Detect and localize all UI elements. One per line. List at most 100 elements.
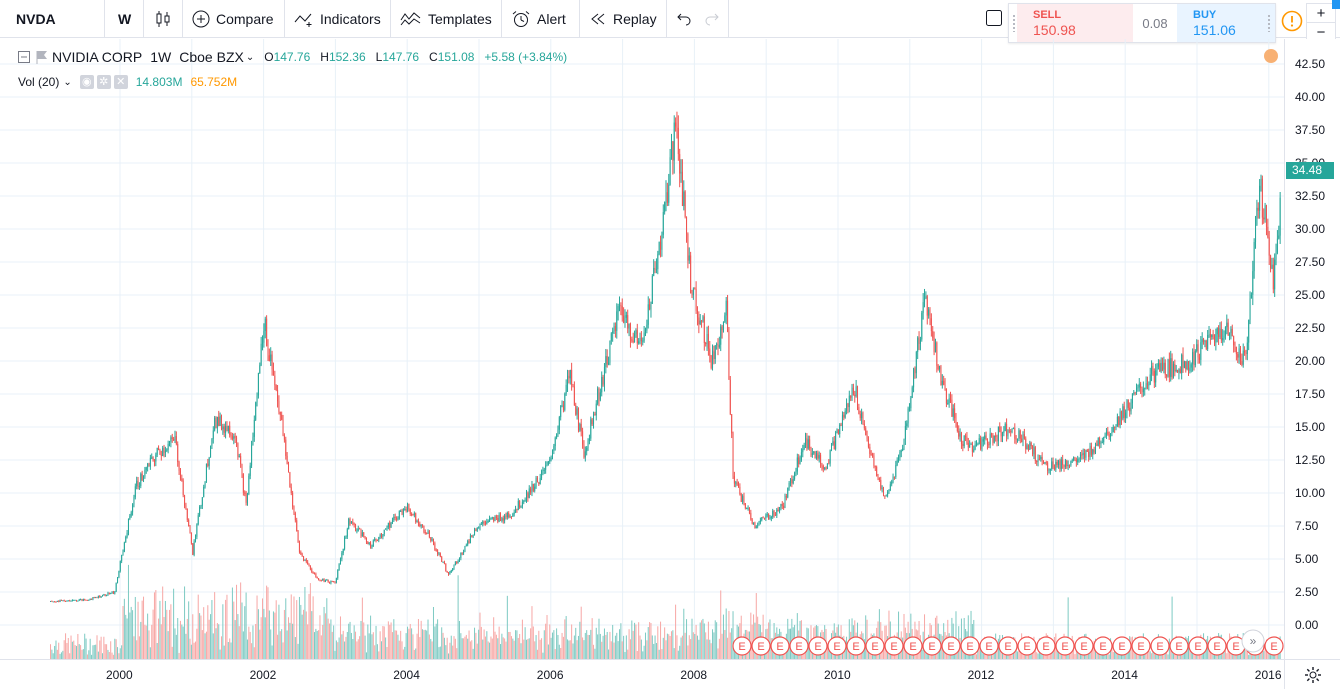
buy-button[interactable]: BUY 151.06 [1177,4,1275,42]
earnings-marker[interactable]: E [808,636,828,656]
volume-bar [55,640,57,659]
earnings-marker[interactable]: E [1226,636,1246,656]
dividend-marker[interactable] [1264,49,1278,63]
symbol-search[interactable]: NVDA [16,0,104,38]
earnings-marker[interactable]: E [1055,636,1075,656]
volume-bar [316,630,318,659]
chevron-down-icon[interactable]: ⌄ [63,76,72,88]
volume-bar [703,623,705,659]
volume-bar [597,634,599,659]
earnings-marker[interactable]: E [1074,636,1094,656]
earnings-marker[interactable]: E [1131,636,1151,656]
sell-button[interactable]: SELL 150.98 [1017,4,1133,42]
earnings-marker[interactable]: E [770,636,790,656]
earnings-marker[interactable]: E [846,636,866,656]
price-scale[interactable]: 42.5040.0037.5035.0032.5030.0027.5025.00… [1284,39,1340,659]
volume-bar [86,654,88,659]
trade-panel-toggle[interactable] [985,0,1003,38]
candle-body [747,507,749,509]
eye-icon[interactable]: ◉ [79,75,94,89]
drag-handle-icon[interactable] [1267,14,1271,32]
scroll-to-realtime-button[interactable] [1241,629,1265,653]
gear-icon[interactable]: ✲ [96,75,111,89]
volume-bar [690,639,692,659]
volume-bar [396,630,398,659]
zoom-out-button[interactable]: − [1316,24,1326,41]
earnings-marker[interactable]: E [1188,636,1208,656]
candle-body [304,559,306,561]
volume-bar [677,650,679,659]
candle-body [1152,366,1154,372]
volume-label[interactable]: Vol (20) [18,75,60,89]
undo-button[interactable] [676,0,692,38]
earnings-marker[interactable]: E [903,636,923,656]
earnings-marker[interactable]: E [941,636,961,656]
templates-button[interactable]: Templates [400,0,492,38]
candle-body [850,395,852,398]
candle-body [156,447,158,455]
candle-body [277,390,279,402]
earnings-marker[interactable]: E [827,636,847,656]
earnings-marker[interactable]: E [789,636,809,656]
volume-bar [680,637,682,659]
volume-bar [465,634,467,659]
time-scale[interactable]: 2000 2002 2004 2006 2008 2010 2012 2014 2016 [0,659,1284,689]
earnings-marker[interactable]: E [865,636,885,656]
info-button[interactable] [1280,9,1304,33]
earnings-marker[interactable]: E [1264,636,1284,656]
chart-style-button[interactable] [154,0,178,38]
volume-bar [454,638,456,659]
volume-bar [207,605,209,659]
volume-bar [643,645,645,659]
volume-bar [546,615,548,659]
zoom-in-button[interactable]: + [1307,4,1335,23]
interval-button[interactable]: W [118,0,131,38]
candle-body [461,552,463,554]
price-chart[interactable]: EEEEEEEEEEEEEEEEEEEEEEEEEEEEE» [0,39,1284,659]
chevron-down-icon[interactable]: ⌄ [245,51,255,63]
earnings-marker[interactable]: E [1036,636,1056,656]
earnings-marker[interactable]: E [751,636,771,656]
legend-title[interactable]: NVIDIA CORP [52,49,143,65]
earnings-marker[interactable]: E [960,636,980,656]
earnings-marker[interactable]: E [1150,636,1170,656]
candle-body [580,424,582,432]
candle-body [178,462,180,471]
drag-handle-icon[interactable] [1012,14,1016,32]
earnings-marker[interactable]: E [998,636,1018,656]
candle-body [644,330,647,333]
earnings-marker[interactable]: E [1169,636,1189,656]
indicators-button[interactable]: Indicators [294,0,381,38]
candle-body [928,309,930,316]
volume-bar [547,644,549,659]
volume-bar [168,609,171,659]
candle-body [199,507,201,516]
earnings-marker[interactable]: E [1017,636,1037,656]
earnings-marker[interactable]: E [1093,636,1113,656]
chart-pane[interactable]: EEEEEEEEEEEEEEEEEEEEEEEEEEEEE» [0,39,1284,659]
alert-button[interactable]: Alert [511,0,566,38]
earnings-marker[interactable]: E [732,636,752,656]
settings-button[interactable] [1284,659,1340,689]
earnings-marker[interactable]: E [979,636,999,656]
earnings-marker[interactable]: E [1112,636,1132,656]
redo-button[interactable] [704,0,720,38]
volume-bar [1133,647,1135,659]
volume-bar [668,634,670,659]
earnings-marker[interactable]: E [922,636,942,656]
collapse-icon[interactable] [18,51,30,63]
close-icon[interactable]: ✕ [113,75,128,89]
candle-body [865,428,867,436]
replay-button[interactable]: Replay [589,0,657,38]
earnings-marker[interactable]: E [1207,636,1227,656]
indicators-label: Indicators [320,11,381,27]
candle-body [401,510,403,515]
candle-body [993,435,995,443]
candle-body [382,534,384,538]
volume-bar [468,630,470,659]
candle-body [435,549,437,551]
volume-bar [742,654,744,659]
candle-body [405,509,407,511]
earnings-marker[interactable]: E [884,636,904,656]
compare-button[interactable]: Compare [192,0,274,38]
